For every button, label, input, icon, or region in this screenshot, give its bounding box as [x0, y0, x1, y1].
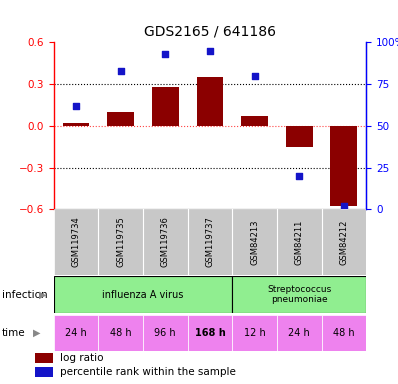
Text: GSM119734: GSM119734 [72, 217, 80, 267]
Text: 168 h: 168 h [195, 328, 225, 338]
Text: time: time [2, 328, 25, 338]
Text: GSM84212: GSM84212 [339, 219, 348, 265]
Text: percentile rank within the sample: percentile rank within the sample [60, 367, 236, 377]
Bar [322, 315, 366, 351]
Point [162, 51, 168, 57]
Bar [152, 87, 179, 126]
Bar [107, 112, 134, 126]
Point [73, 103, 79, 109]
Bar [322, 209, 366, 275]
Bar [232, 209, 277, 275]
Bar [241, 116, 268, 126]
Bar [232, 276, 366, 313]
Text: 24 h: 24 h [288, 328, 310, 338]
Text: GSM84211: GSM84211 [295, 219, 304, 265]
Text: GSM84213: GSM84213 [250, 219, 259, 265]
Bar [330, 126, 357, 207]
Text: Streptococcus
pneumoniae: Streptococcus pneumoniae [267, 285, 332, 305]
Point [341, 203, 347, 209]
Text: ▶: ▶ [39, 290, 47, 300]
Bar [143, 315, 187, 351]
Bar [62, 123, 90, 126]
Bar [54, 315, 98, 351]
Bar [277, 315, 322, 351]
Point [117, 68, 124, 74]
Bar [35, 353, 53, 363]
Text: 48 h: 48 h [333, 328, 355, 338]
Bar [187, 209, 232, 275]
Bar [197, 77, 223, 126]
Text: log ratio: log ratio [60, 353, 104, 363]
Text: ▶: ▶ [33, 328, 40, 338]
Point [207, 48, 213, 54]
Bar [187, 315, 232, 351]
Bar [143, 209, 187, 275]
Text: infection: infection [2, 290, 48, 300]
Text: 48 h: 48 h [110, 328, 131, 338]
Text: GSM119736: GSM119736 [161, 217, 170, 267]
Title: GDS2165 / 641186: GDS2165 / 641186 [144, 24, 276, 38]
Point [296, 173, 302, 179]
Text: GSM119737: GSM119737 [205, 217, 215, 267]
Text: 12 h: 12 h [244, 328, 265, 338]
Text: GSM119735: GSM119735 [116, 217, 125, 267]
Bar [98, 209, 143, 275]
Bar [54, 276, 232, 313]
Text: 24 h: 24 h [65, 328, 87, 338]
Text: 96 h: 96 h [154, 328, 176, 338]
Bar [54, 209, 98, 275]
Bar [286, 126, 312, 147]
Bar [98, 315, 143, 351]
Bar [35, 366, 53, 377]
Point [252, 73, 258, 79]
Bar [232, 315, 277, 351]
Bar [277, 209, 322, 275]
Text: influenza A virus: influenza A virus [102, 290, 184, 300]
